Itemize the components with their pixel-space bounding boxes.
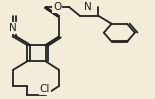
- Text: N: N: [9, 23, 17, 33]
- Text: Cl: Cl: [40, 84, 50, 94]
- Text: N: N: [84, 2, 91, 12]
- Text: O: O: [53, 2, 62, 12]
